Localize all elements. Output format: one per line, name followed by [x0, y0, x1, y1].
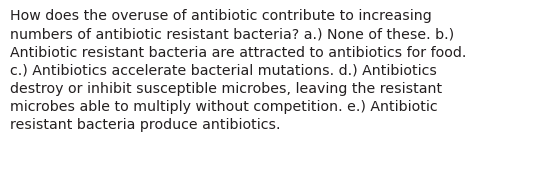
Text: How does the overuse of antibiotic contribute to increasing
numbers of antibioti: How does the overuse of antibiotic contr…	[10, 9, 466, 133]
